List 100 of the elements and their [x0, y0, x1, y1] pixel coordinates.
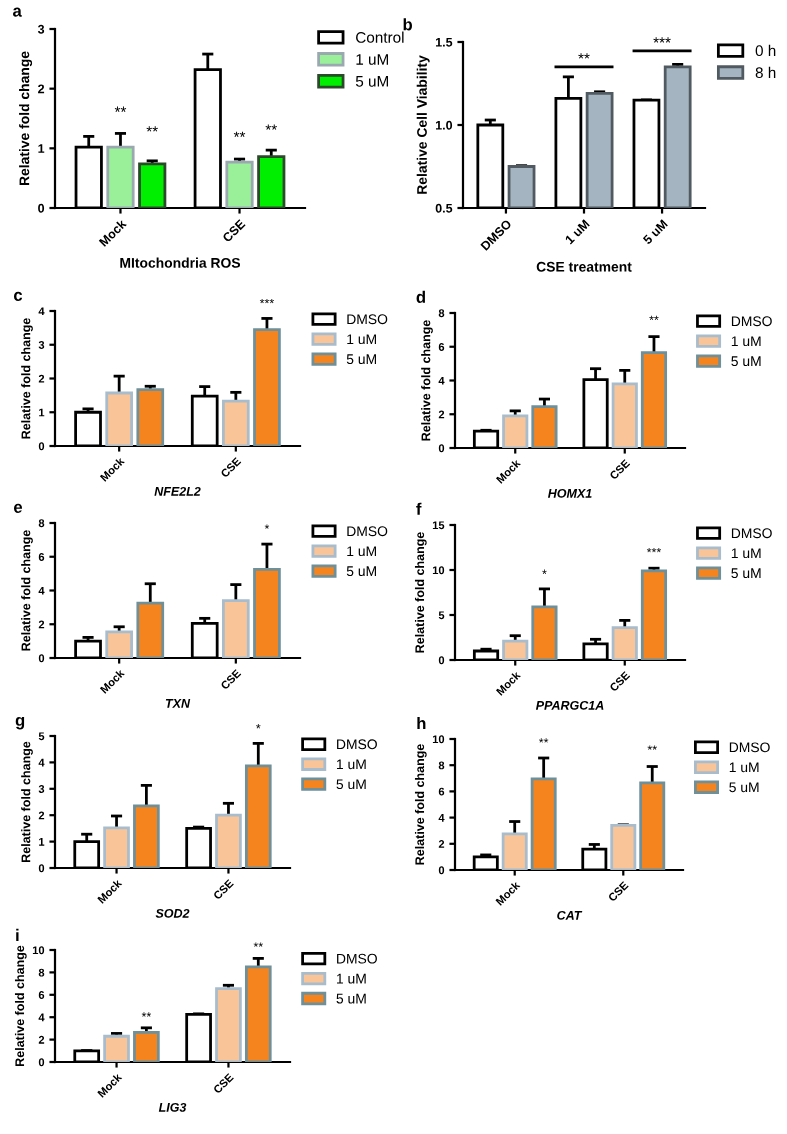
- legend-label: 1 uM: [347, 334, 376, 345]
- y-axis-title: Relative fold change: [421, 320, 433, 441]
- y-tick-label: 4: [438, 376, 445, 385]
- bar: [640, 569, 668, 660]
- y-tick-label: 3: [38, 341, 45, 349]
- annotation: **: [146, 126, 158, 132]
- bar: [253, 568, 281, 658]
- legend-label: 1 uM: [356, 54, 388, 65]
- x-axis-title: PPARGC1A: [535, 700, 604, 710]
- y-tick-label: 4: [38, 758, 45, 767]
- y-tick-label: 2: [38, 84, 45, 94]
- bar: [611, 626, 638, 660]
- y-axis-title: Relative fold change: [14, 945, 27, 1066]
- chart-title: d: [416, 290, 425, 303]
- y-tick-label: 10: [32, 946, 45, 955]
- y-tick-label: 2: [38, 620, 45, 629]
- legend-label: DMSO: [347, 526, 388, 537]
- bar: [502, 639, 529, 660]
- annotation: **: [141, 1012, 152, 1017]
- bar: [640, 351, 668, 448]
- y-tick-label: 2: [38, 1035, 45, 1044]
- y-tick-label: 8: [438, 309, 445, 318]
- bar: [222, 399, 250, 446]
- bar: [215, 813, 242, 868]
- annotation: ***: [653, 37, 671, 43]
- bar: [103, 826, 130, 868]
- y-tick-label: 4: [38, 307, 45, 316]
- x-axis-title: HOMX1: [548, 488, 592, 498]
- x-axis-title: SOD2: [155, 908, 190, 918]
- y-tick-label: 0: [38, 864, 45, 873]
- bar: [105, 630, 133, 658]
- bar: [136, 601, 165, 658]
- legend-label: 1 uM: [731, 548, 761, 559]
- y-tick-label: 1.5: [436, 37, 453, 47]
- y-tick-label: 2: [438, 410, 445, 419]
- legend-label: 5 uM: [336, 993, 366, 1004]
- legend-label: 5 uM: [346, 354, 376, 365]
- chart-title: b: [403, 18, 412, 31]
- bar: [222, 599, 250, 658]
- legend-label: DMSO: [729, 742, 770, 753]
- y-tick-label: 5: [38, 732, 45, 741]
- chart-title: c: [14, 291, 23, 301]
- annotation: ***: [646, 547, 662, 553]
- y-tick-label: 15: [432, 521, 445, 530]
- y-tick-label: 0: [438, 656, 445, 665]
- bar: [215, 987, 242, 1062]
- annotation: *: [542, 569, 547, 574]
- bar: [530, 777, 557, 870]
- y-axis-title: Relative fold change: [19, 51, 33, 186]
- y-tick-label: 0: [38, 203, 45, 213]
- y-axis-title: Relative fold change: [414, 744, 427, 865]
- y-tick-label: 4: [38, 586, 45, 595]
- bar: [105, 391, 133, 446]
- annotation: **: [649, 315, 659, 321]
- bar: [133, 804, 160, 868]
- bar: [531, 605, 558, 660]
- y-tick-label: 6: [38, 991, 45, 999]
- legend-label: DMSO: [731, 316, 772, 327]
- bar: [257, 155, 286, 208]
- annotation: **: [265, 124, 277, 130]
- annotation: **: [578, 53, 590, 59]
- legend-label: 1 uM: [337, 973, 366, 984]
- legend-label: 5 uM: [346, 566, 376, 577]
- y-tick-label: 10: [432, 566, 445, 575]
- bar: [611, 382, 638, 448]
- legend-label: DMSO: [731, 528, 772, 539]
- legend-label: 1 uM: [731, 336, 761, 347]
- y-tick-label: 0: [38, 442, 45, 451]
- y-tick-label: 0: [438, 866, 445, 875]
- legend-label: 5 uM: [731, 568, 761, 579]
- y-axis-title: Relative fold change: [21, 530, 33, 651]
- y-tick-label: 2: [38, 811, 45, 820]
- y-tick-label: 1: [38, 144, 45, 153]
- y-axis-title: Relative fold change: [414, 532, 427, 653]
- y-tick-label: 2: [438, 840, 445, 848]
- bar: [133, 1030, 160, 1062]
- y-tick-label: 0: [438, 444, 445, 453]
- legend-label: 8 h: [755, 66, 776, 79]
- x-tick-label: 5 uM: [642, 219, 668, 245]
- legend-label: 0 h: [755, 44, 776, 57]
- y-tick-label: 0.5: [435, 203, 453, 213]
- bar: [136, 388, 165, 446]
- chart-title: i: [16, 928, 19, 941]
- legend-label: 5 uM: [336, 779, 366, 790]
- y-tick-label: 0: [38, 1058, 45, 1067]
- y-tick-label: 4: [38, 1013, 45, 1022]
- y-tick-label: 6: [438, 787, 445, 796]
- text: **: [253, 942, 263, 947]
- bar: [244, 965, 272, 1062]
- y-tick-label: 6: [438, 343, 445, 351]
- y-tick-label: 6: [38, 553, 45, 561]
- legend-label: 1 uM: [729, 762, 759, 773]
- legend-label: 5 uM: [729, 782, 759, 793]
- annotation: **: [539, 738, 549, 743]
- chart-title: a: [12, 7, 22, 17]
- legend-label: 5 uM: [355, 76, 388, 87]
- bar: [253, 328, 281, 446]
- x-axis-title: LIG3: [158, 1102, 187, 1112]
- x-tick-label: 1 uM: [564, 219, 590, 245]
- bar: [225, 160, 254, 208]
